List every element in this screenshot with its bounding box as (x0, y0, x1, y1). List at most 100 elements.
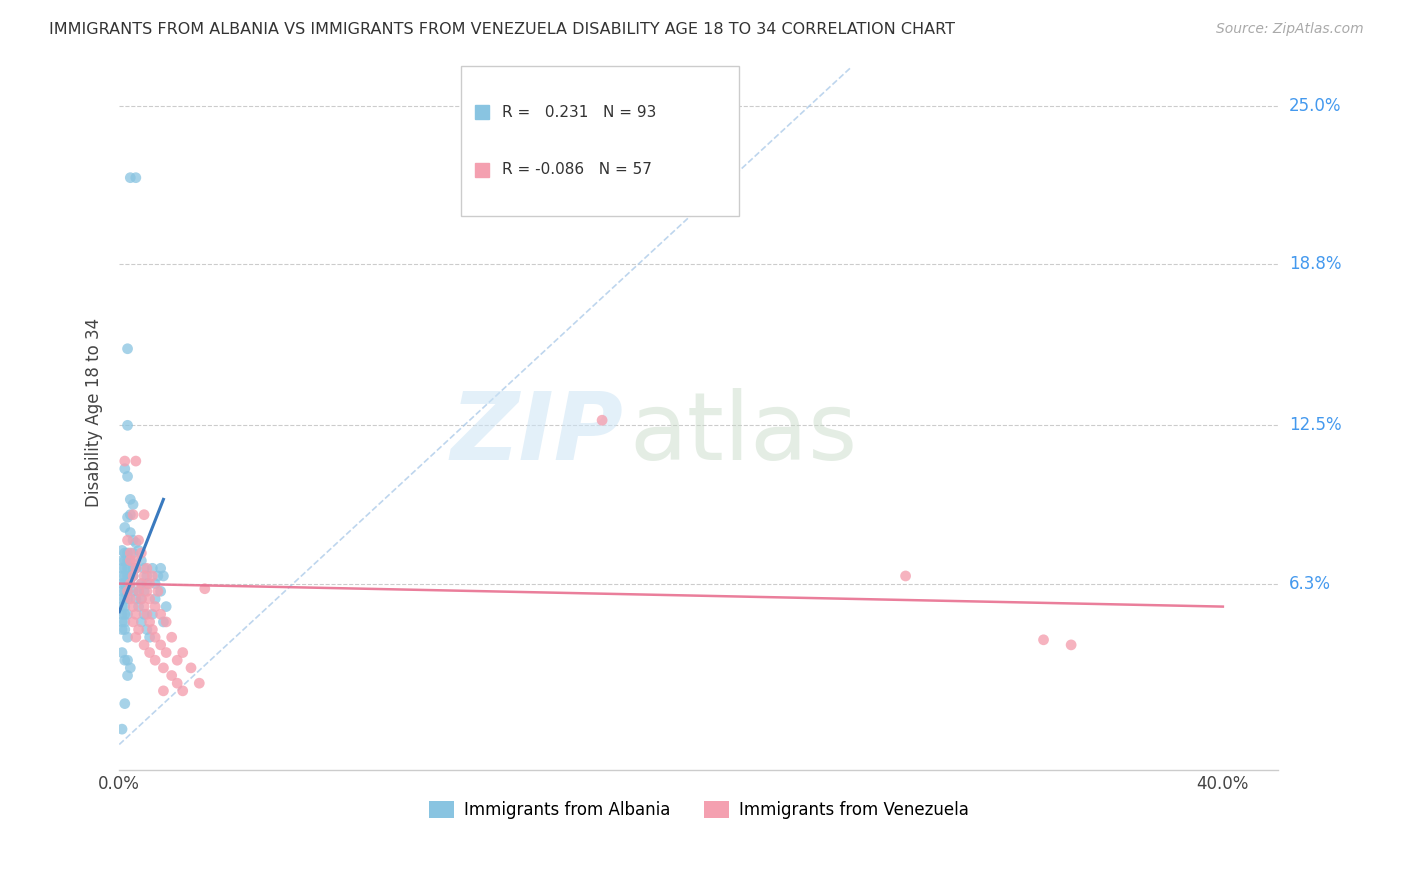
Point (111, 561, 134, 575)
Point (1060, 638, 1083, 652)
Point (132, 569, 155, 583)
Point (114, 569, 136, 583)
Point (138, 615, 160, 629)
Point (172, 646, 194, 660)
Point (141, 569, 163, 583)
Point (128, 584, 150, 599)
Point (131, 576, 153, 591)
Point (143, 599, 166, 614)
Point (152, 569, 174, 583)
Point (120, 591, 142, 606)
Point (120, 661, 142, 675)
Point (117, 533, 139, 548)
Point (120, 576, 142, 591)
Point (138, 630, 160, 644)
Point (111, 543, 134, 558)
Point (125, 170, 148, 185)
Point (114, 607, 136, 622)
Point (125, 561, 148, 575)
Point (125, 454, 148, 468)
Point (155, 646, 177, 660)
Legend: Immigrants from Albania, Immigrants from Venezuela: Immigrants from Albania, Immigrants from… (422, 795, 976, 826)
Point (131, 554, 153, 568)
Point (114, 461, 136, 475)
Point (146, 584, 169, 599)
Point (117, 569, 139, 583)
Point (114, 561, 136, 575)
Point (111, 569, 134, 583)
Point (135, 584, 157, 599)
Point (114, 653, 136, 667)
Point (591, 413, 613, 427)
Point (117, 469, 139, 483)
Point (111, 554, 134, 568)
Point (111, 722, 134, 736)
Point (132, 508, 155, 522)
Point (125, 554, 148, 568)
Point (114, 584, 136, 599)
Point (117, 576, 139, 591)
Point (143, 576, 166, 591)
Point (117, 561, 139, 575)
Point (120, 576, 142, 591)
Point (149, 638, 172, 652)
Text: R = -0.086   N = 57: R = -0.086 N = 57 (502, 162, 651, 177)
Point (122, 599, 145, 614)
Point (128, 533, 150, 548)
Point (155, 599, 177, 614)
Point (114, 697, 136, 711)
Point (111, 576, 134, 591)
Point (143, 591, 166, 606)
Text: 12.5%: 12.5% (1289, 417, 1341, 434)
Point (125, 630, 148, 644)
Point (114, 546, 136, 560)
Point (111, 599, 134, 614)
Point (135, 607, 157, 622)
Point (135, 561, 157, 575)
Text: IMMIGRANTS FROM ALBANIA VS IMMIGRANTS FROM VENEZUELA DISABILITY AGE 18 TO 34 COR: IMMIGRANTS FROM ALBANIA VS IMMIGRANTS FR… (49, 22, 955, 37)
Point (117, 546, 139, 560)
Point (114, 554, 136, 568)
Point (138, 591, 160, 606)
Text: 25.0%: 25.0% (1289, 97, 1341, 115)
Point (141, 561, 163, 575)
Point (135, 576, 157, 591)
Point (120, 170, 142, 185)
Point (120, 508, 142, 522)
Point (132, 599, 155, 614)
Text: atlas: atlas (628, 388, 858, 480)
Point (172, 683, 194, 698)
Point (131, 576, 153, 591)
Point (125, 561, 148, 575)
Point (146, 569, 169, 583)
Point (117, 668, 139, 682)
Point (122, 533, 145, 548)
Point (138, 646, 160, 660)
Point (149, 584, 172, 599)
Point (149, 561, 172, 575)
Point (122, 561, 145, 575)
Point (120, 554, 142, 568)
Point (1032, 632, 1054, 647)
Point (122, 615, 145, 629)
Point (114, 576, 136, 591)
Point (120, 546, 142, 560)
Text: ZIP: ZIP (450, 388, 623, 480)
Point (122, 546, 145, 560)
Point (188, 676, 211, 690)
Point (135, 569, 157, 583)
Point (128, 584, 150, 599)
Point (117, 584, 139, 599)
Point (155, 615, 177, 629)
Point (141, 607, 163, 622)
FancyBboxPatch shape (461, 66, 740, 216)
Point (131, 591, 153, 606)
Point (114, 615, 136, 629)
Point (120, 492, 142, 507)
Point (131, 546, 153, 560)
Y-axis label: Disability Age 18 to 34: Disability Age 18 to 34 (86, 318, 103, 508)
Point (132, 638, 155, 652)
Point (117, 418, 139, 433)
Point (149, 607, 172, 622)
Point (117, 607, 139, 622)
